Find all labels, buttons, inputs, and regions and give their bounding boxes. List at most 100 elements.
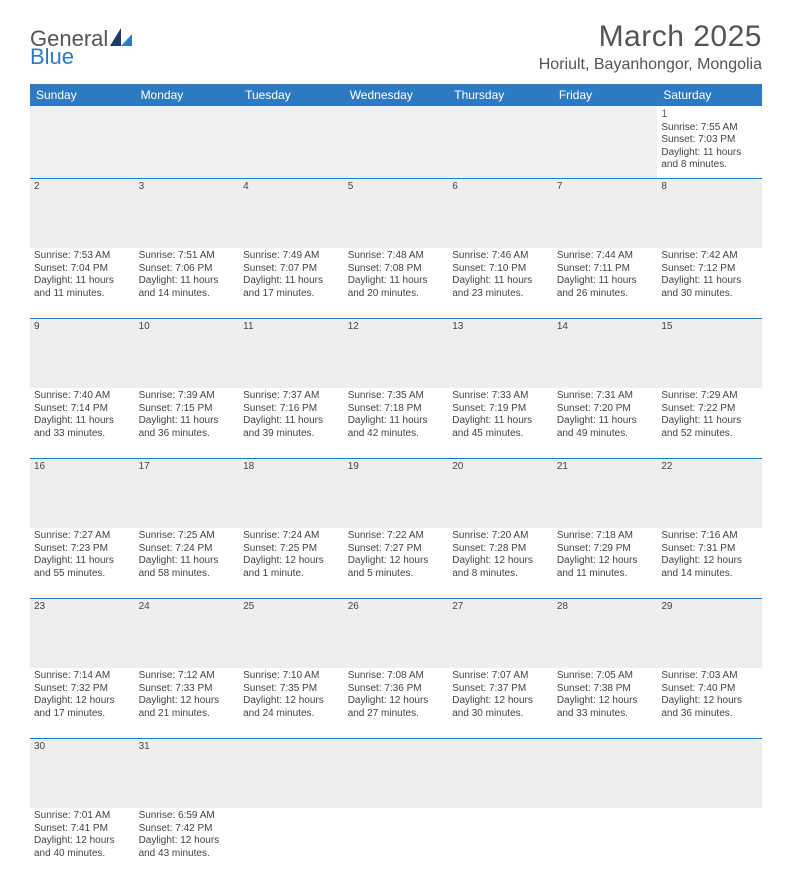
location-text: Horiult, Bayanhongor, Mongolia <box>539 56 762 74</box>
day-cell: Sunrise: 7:49 AMSunset: 7:07 PMDaylight:… <box>239 248 344 318</box>
sunset-text: Sunset: 7:03 PM <box>661 134 758 147</box>
sunrise-text: Sunrise: 7:01 AM <box>34 810 131 823</box>
title-block: March 2025 Horiult, Bayanhongor, Mongoli… <box>539 20 762 74</box>
daylight-text: Daylight: 11 hours and 36 minutes. <box>139 415 236 440</box>
header: General March 2025 Horiult, Bayanhongor,… <box>30 20 762 74</box>
daynum-cell <box>239 738 344 808</box>
sunrise-text: Sunrise: 7:33 AM <box>452 390 549 403</box>
day-cell <box>553 808 658 878</box>
day-cell: Sunrise: 7:24 AMSunset: 7:25 PMDaylight:… <box>239 528 344 598</box>
daylight-text: Daylight: 11 hours and 26 minutes. <box>557 275 654 300</box>
sunrise-text: Sunrise: 7:51 AM <box>139 250 236 263</box>
sunset-text: Sunset: 7:07 PM <box>243 263 340 276</box>
day-cell: Sunrise: 7:42 AMSunset: 7:12 PMDaylight:… <box>657 248 762 318</box>
day-cell <box>553 106 658 178</box>
daylight-text: Daylight: 12 hours and 1 minute. <box>243 555 340 580</box>
daylight-text: Daylight: 12 hours and 30 minutes. <box>452 695 549 720</box>
sunset-text: Sunset: 7:42 PM <box>139 823 236 836</box>
sunrise-text: Sunrise: 7:24 AM <box>243 530 340 543</box>
sunset-text: Sunset: 7:33 PM <box>139 683 236 696</box>
daynum-cell: 28 <box>553 598 658 668</box>
daylight-text: Daylight: 12 hours and 43 minutes. <box>139 835 236 860</box>
daylight-text: Daylight: 11 hours and 39 minutes. <box>243 415 340 440</box>
daynum-row: 16171819202122 <box>30 458 762 528</box>
sunset-text: Sunset: 7:31 PM <box>661 543 758 556</box>
daylight-text: Daylight: 11 hours and 8 minutes. <box>661 147 758 172</box>
daylight-text: Daylight: 12 hours and 24 minutes. <box>243 695 340 720</box>
daynum-cell: 21 <box>553 458 658 528</box>
day-cell: Sunrise: 7:10 AMSunset: 7:35 PMDaylight:… <box>239 668 344 738</box>
daylight-text: Daylight: 12 hours and 27 minutes. <box>348 695 445 720</box>
daylight-text: Daylight: 11 hours and 14 minutes. <box>139 275 236 300</box>
daynum-cell: 3 <box>135 178 240 248</box>
weekday-header: Saturday <box>657 84 762 106</box>
daynum-cell: 13 <box>448 318 553 388</box>
sunrise-text: Sunrise: 7:05 AM <box>557 670 654 683</box>
sunrise-text: Sunrise: 7:10 AM <box>243 670 340 683</box>
daynum-cell: 27 <box>448 598 553 668</box>
day-cell: Sunrise: 7:05 AMSunset: 7:38 PMDaylight:… <box>553 668 658 738</box>
sunset-text: Sunset: 7:12 PM <box>661 263 758 276</box>
day-cell: Sunrise: 7:44 AMSunset: 7:11 PMDaylight:… <box>553 248 658 318</box>
sunrise-text: Sunrise: 7:55 AM <box>661 122 758 135</box>
sunrise-text: Sunrise: 7:31 AM <box>557 390 654 403</box>
sunset-text: Sunset: 7:15 PM <box>139 403 236 416</box>
daynum-cell: 11 <box>239 318 344 388</box>
day-cell <box>239 808 344 878</box>
daynum-row: 3031 <box>30 738 762 808</box>
daynum-cell: 9 <box>30 318 135 388</box>
sunset-text: Sunset: 7:20 PM <box>557 403 654 416</box>
week-row: Sunrise: 7:40 AMSunset: 7:14 PMDaylight:… <box>30 388 762 458</box>
day-cell: Sunrise: 7:33 AMSunset: 7:19 PMDaylight:… <box>448 388 553 458</box>
daynum-cell <box>448 738 553 808</box>
daynum-cell: 4 <box>239 178 344 248</box>
week-row: Sunrise: 7:14 AMSunset: 7:32 PMDaylight:… <box>30 668 762 738</box>
daylight-text: Daylight: 12 hours and 21 minutes. <box>139 695 236 720</box>
sunset-text: Sunset: 7:19 PM <box>452 403 549 416</box>
sunrise-text: Sunrise: 7:22 AM <box>348 530 445 543</box>
day-cell <box>344 106 449 178</box>
daynum-row: 9101112131415 <box>30 318 762 388</box>
daylight-text: Daylight: 11 hours and 45 minutes. <box>452 415 549 440</box>
sunrise-text: Sunrise: 7:49 AM <box>243 250 340 263</box>
daynum-cell: 2 <box>30 178 135 248</box>
daynum-cell: 26 <box>344 598 449 668</box>
daylight-text: Daylight: 11 hours and 55 minutes. <box>34 555 131 580</box>
daylight-text: Daylight: 11 hours and 20 minutes. <box>348 275 445 300</box>
sunset-text: Sunset: 7:38 PM <box>557 683 654 696</box>
daynum-cell: 20 <box>448 458 553 528</box>
daylight-text: Daylight: 11 hours and 30 minutes. <box>661 275 758 300</box>
weekday-header: Monday <box>135 84 240 106</box>
week-row: 1Sunrise: 7:55 AMSunset: 7:03 PMDaylight… <box>30 106 762 178</box>
day-cell: Sunrise: 7:53 AMSunset: 7:04 PMDaylight:… <box>30 248 135 318</box>
daynum-cell: 8 <box>657 178 762 248</box>
sunrise-text: Sunrise: 7:20 AM <box>452 530 549 543</box>
sunset-text: Sunset: 7:23 PM <box>34 543 131 556</box>
day-cell: Sunrise: 7:35 AMSunset: 7:18 PMDaylight:… <box>344 388 449 458</box>
daylight-text: Daylight: 12 hours and 17 minutes. <box>34 695 131 720</box>
sunrise-text: Sunrise: 7:12 AM <box>139 670 236 683</box>
daylight-text: Daylight: 12 hours and 8 minutes. <box>452 555 549 580</box>
sunrise-text: Sunrise: 6:59 AM <box>139 810 236 823</box>
day-cell: Sunrise: 7:29 AMSunset: 7:22 PMDaylight:… <box>657 388 762 458</box>
daylight-text: Daylight: 11 hours and 52 minutes. <box>661 415 758 440</box>
day-cell: Sunrise: 7:01 AMSunset: 7:41 PMDaylight:… <box>30 808 135 878</box>
sunrise-text: Sunrise: 7:37 AM <box>243 390 340 403</box>
daynum-cell: 15 <box>657 318 762 388</box>
daylight-text: Daylight: 11 hours and 23 minutes. <box>452 275 549 300</box>
daylight-text: Daylight: 11 hours and 42 minutes. <box>348 415 445 440</box>
logo-mark-icon <box>110 26 132 52</box>
daynum-cell: 31 <box>135 738 240 808</box>
sunset-text: Sunset: 7:04 PM <box>34 263 131 276</box>
sunset-text: Sunset: 7:28 PM <box>452 543 549 556</box>
day-cell <box>135 106 240 178</box>
day-cell <box>239 106 344 178</box>
sunrise-text: Sunrise: 7:16 AM <box>661 530 758 543</box>
daylight-text: Daylight: 12 hours and 5 minutes. <box>348 555 445 580</box>
daynum-cell: 22 <box>657 458 762 528</box>
sunrise-text: Sunrise: 7:29 AM <box>661 390 758 403</box>
weekday-header: Tuesday <box>239 84 344 106</box>
daylight-text: Daylight: 12 hours and 40 minutes. <box>34 835 131 860</box>
day-cell <box>448 106 553 178</box>
weekday-header-row: SundayMondayTuesdayWednesdayThursdayFrid… <box>30 84 762 106</box>
